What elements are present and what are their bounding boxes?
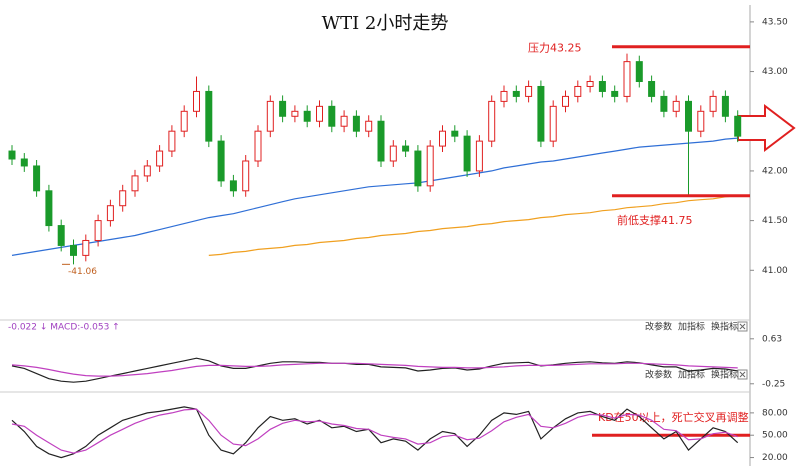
- candle-body: [82, 239, 90, 256]
- candle-body: [512, 90, 520, 97]
- y-tick-label: 20.00: [762, 453, 788, 463]
- candle-body: [229, 180, 237, 192]
- candle-body: [537, 85, 545, 142]
- candle-body: [106, 205, 114, 222]
- candle-body: [414, 150, 422, 187]
- candle-body: [365, 120, 373, 132]
- toolbar-button[interactable]: 换指标: [711, 321, 738, 333]
- candle-body: [426, 145, 434, 187]
- annotation: 压力43.25: [528, 42, 582, 55]
- candle-body: [20, 158, 28, 167]
- line-series: [11, 408, 738, 454]
- macd-label: -0.022 ↓ MACD:-0.053 ↑: [8, 323, 120, 333]
- candle-body: [143, 165, 151, 177]
- candle-body: [70, 244, 77, 256]
- line-series: [11, 406, 739, 459]
- candle-body: [734, 115, 742, 137]
- candle-body: [8, 150, 16, 160]
- candle-body: [623, 61, 631, 97]
- low-label: -41.06: [68, 267, 97, 277]
- candle-body: [697, 110, 705, 132]
- arrow-icon: [737, 103, 796, 153]
- candle-body: [168, 130, 176, 152]
- candle-body: [94, 220, 102, 241]
- candle-body: [598, 81, 606, 92]
- annotation: KD在50以上，死亡交叉再调整: [598, 410, 749, 424]
- candle-body: [377, 120, 385, 162]
- toolbar-button[interactable]: 改参数: [645, 321, 672, 333]
- candle-body: [45, 190, 53, 227]
- candle-body: [389, 145, 397, 162]
- candle-body: [709, 95, 717, 112]
- y-tick-label: 43.00: [762, 67, 788, 77]
- candle-body: [586, 81, 594, 87]
- y-tick-label: 42.00: [762, 166, 788, 176]
- line-series: [11, 357, 738, 383]
- candle-body: [254, 130, 262, 162]
- candle-body: [635, 61, 643, 83]
- y-tick-label: 0.63: [762, 334, 782, 344]
- candle-body: [648, 81, 656, 97]
- annotation: 前低支撑41.75: [617, 213, 693, 227]
- candle-body: [525, 85, 533, 97]
- candle-body: [131, 175, 139, 192]
- candle-body: [721, 95, 729, 117]
- close-icon: [739, 371, 746, 378]
- y-tick-label: 41.50: [762, 216, 788, 226]
- y-tick-label: 50.00: [762, 431, 788, 441]
- candle-body: [328, 105, 336, 127]
- candle-body: [180, 110, 188, 132]
- candle-body: [475, 140, 483, 172]
- toolbar-button[interactable]: 改参数: [645, 369, 672, 381]
- candle-body: [279, 100, 287, 117]
- candle-body: [205, 90, 213, 142]
- line-series: [208, 195, 738, 256]
- candle-body: [119, 190, 127, 207]
- candle-body: [660, 95, 668, 112]
- candle-body: [33, 165, 41, 192]
- close-icon: [739, 323, 746, 330]
- line-series: [11, 137, 738, 256]
- toolbar-button[interactable]: 加指标: [678, 321, 705, 333]
- y-tick-label: 41.00: [762, 266, 788, 276]
- candle-body: [574, 85, 582, 97]
- candle-body: [156, 150, 164, 167]
- candle-body: [291, 110, 299, 117]
- candle-body: [217, 140, 225, 182]
- candle-body: [242, 160, 250, 192]
- candle-body: [611, 90, 619, 97]
- y-tick-label: 80.00: [762, 408, 788, 418]
- candle-body: [352, 115, 360, 132]
- candle-body: [340, 115, 348, 127]
- candle-body: [193, 90, 200, 112]
- candle-body: [316, 105, 323, 122]
- chart-title: WTI 2小时走势: [322, 13, 449, 34]
- toolbar-button[interactable]: 换指标: [711, 369, 738, 381]
- candle-body: [451, 130, 459, 137]
- candle-body: [266, 100, 274, 132]
- candle-body: [500, 90, 508, 102]
- candle-body: [303, 110, 311, 122]
- y-tick-label: 43.50: [762, 17, 788, 27]
- y-tick-label: -0.25: [762, 379, 785, 389]
- candle-body: [685, 100, 692, 132]
- candle-body: [488, 100, 496, 142]
- candle-body: [402, 145, 410, 152]
- candle-body: [57, 225, 65, 246]
- candle-body: [562, 95, 569, 107]
- line-series: [11, 362, 738, 377]
- candle-body: [439, 130, 446, 147]
- candle-body: [463, 135, 471, 172]
- candle-body: [549, 105, 557, 142]
- toolbar-button[interactable]: 加指标: [678, 369, 705, 381]
- candle-body: [672, 100, 680, 112]
